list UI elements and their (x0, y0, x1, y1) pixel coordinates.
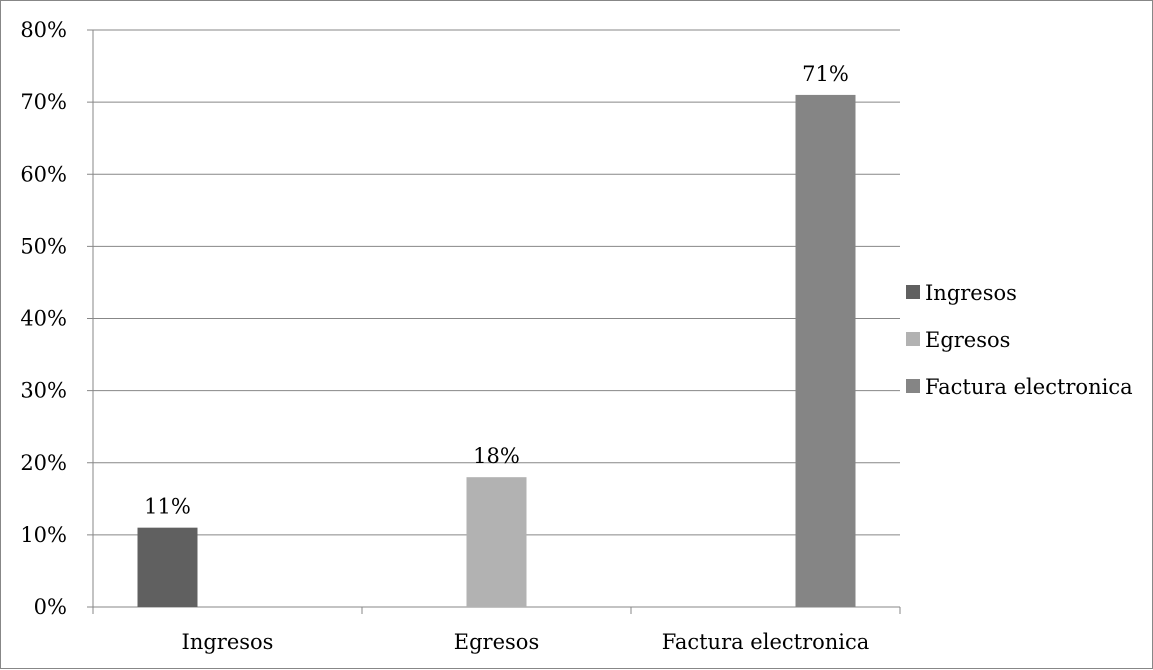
legend: Ingresos Egresos Factura electronica (906, 281, 1133, 399)
y-tick-label: 30% (20, 379, 67, 403)
legend-swatch (906, 332, 920, 346)
y-tick-label: 20% (20, 451, 67, 475)
bars (137, 94, 856, 608)
legend-swatch (906, 379, 920, 393)
data-labels: 11% 18% 71% (144, 62, 849, 519)
y-tick-label: 10% (20, 523, 67, 547)
axes: 0% 10% 20% 30% 40% 50% 60% 70% 80% Ingresos Egreso… (20, 18, 901, 654)
y-tick-label: 80% (20, 18, 67, 42)
bar (137, 527, 198, 607)
x-tick-label: Factura electronica (662, 630, 870, 654)
data-label: 71% (802, 62, 849, 86)
data-label: 11% (144, 495, 191, 519)
legend-label: Ingresos (925, 281, 1017, 305)
bar (466, 477, 527, 607)
gridlines (93, 29, 900, 536)
x-tick-label: Egresos (454, 630, 539, 654)
y-tick-label: 60% (20, 162, 67, 186)
y-tick-label: 50% (20, 234, 67, 258)
legend-swatch (906, 285, 920, 299)
bar (795, 94, 856, 608)
y-tick-label: 40% (20, 307, 67, 331)
data-label: 18% (473, 444, 520, 468)
y-tick-label: 0% (34, 595, 67, 619)
y-tick-label: 70% (20, 90, 67, 114)
legend-label: Factura electronica (925, 375, 1133, 399)
x-tick-label: Ingresos (182, 630, 274, 654)
legend-label: Egresos (925, 328, 1010, 352)
